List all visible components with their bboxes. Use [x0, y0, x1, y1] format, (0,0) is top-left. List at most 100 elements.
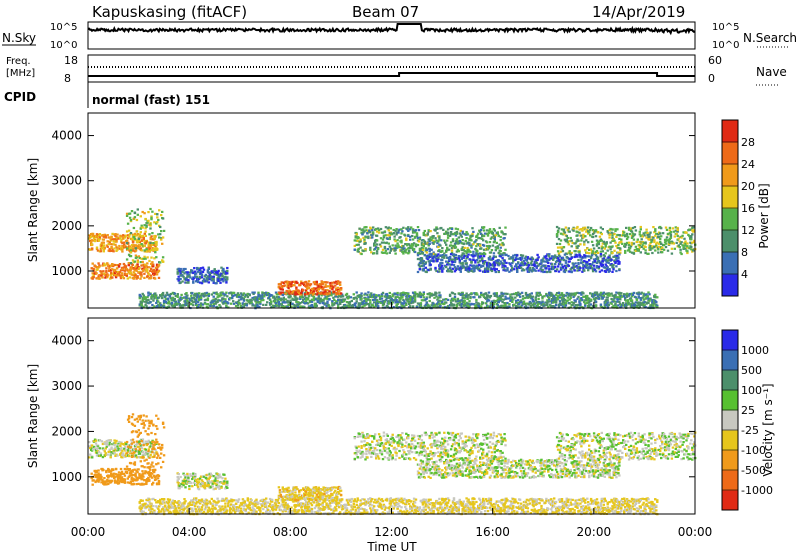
range-cell [436, 232, 439, 235]
range-cell [343, 298, 347, 301]
range-cell [548, 258, 551, 262]
range-cell [472, 230, 475, 233]
range-cell [391, 301, 394, 304]
range-cell [200, 282, 204, 285]
range-cell [599, 226, 603, 229]
range-cell [92, 236, 96, 240]
range-cell [190, 294, 193, 297]
range-cell [573, 305, 576, 308]
range-cell [328, 305, 331, 308]
range-cell [613, 233, 616, 236]
range-cell [549, 300, 552, 303]
range-cell [436, 255, 439, 258]
range-cell [106, 240, 109, 243]
range-cell [422, 293, 425, 296]
range-cell [512, 257, 515, 260]
range-cell [411, 246, 414, 249]
range-cell [558, 296, 562, 299]
range-cell [424, 242, 427, 245]
range-cell [315, 280, 318, 283]
range-cell [534, 269, 537, 272]
range-cell [212, 295, 215, 298]
range-cell [372, 231, 375, 234]
range-cell [469, 250, 472, 254]
range-cell [113, 274, 117, 277]
range-cell [378, 295, 382, 298]
range-cell [380, 241, 384, 244]
range-cell [390, 297, 393, 301]
range-cell [540, 303, 543, 306]
range-cell [396, 293, 399, 296]
range-cell [147, 219, 150, 222]
range-cell [331, 281, 334, 284]
range-cell [417, 229, 421, 232]
range-cell [617, 296, 620, 299]
range-cell [572, 263, 575, 266]
range-cell [114, 234, 117, 238]
range-cell [101, 276, 104, 279]
range-cell [547, 306, 550, 309]
range-cell [360, 295, 363, 298]
range-cell [499, 299, 502, 302]
range-cell [573, 269, 576, 272]
range-cell [496, 232, 499, 235]
range-cell [409, 298, 412, 301]
range-cell [114, 270, 118, 273]
range-cell [396, 242, 399, 245]
range-cell [633, 226, 637, 229]
range-cell [111, 268, 114, 271]
range-cell [625, 294, 629, 297]
range-cell [330, 286, 333, 289]
range-cell [446, 261, 450, 264]
range-cell [336, 292, 339, 295]
range-cell [89, 248, 92, 251]
range-cell [557, 304, 561, 307]
range-cell [368, 303, 371, 306]
range-cell [624, 235, 627, 238]
range-cell [139, 227, 142, 230]
range-cell [482, 226, 486, 229]
range-cell [645, 301, 648, 304]
range-cell [401, 250, 404, 254]
range-cell [119, 234, 122, 237]
range-cell [123, 272, 127, 275]
range-cell [409, 247, 412, 250]
range-cell [668, 229, 672, 232]
range-cell [417, 257, 421, 261]
range-cell [288, 289, 291, 292]
range-cell [461, 264, 464, 267]
range-cell [151, 232, 154, 235]
range-cell [466, 297, 469, 300]
range-cell [242, 292, 246, 295]
range-cell [460, 299, 463, 302]
range-cell [139, 277, 142, 280]
range-cell [660, 227, 663, 230]
range-cell [225, 291, 228, 294]
range-cell [373, 242, 376, 245]
range-cell [428, 247, 431, 250]
range-cell [580, 297, 583, 300]
range-cell [502, 243, 505, 246]
range-cell [445, 266, 448, 269]
range-cell [144, 242, 147, 245]
range-cell [565, 252, 568, 255]
range-cell [96, 277, 99, 280]
range-cell [560, 247, 564, 250]
range-cell [375, 246, 378, 249]
range-cell [132, 244, 136, 247]
range-cell [411, 301, 415, 304]
range-cell [622, 302, 625, 305]
range-cell [91, 239, 95, 242]
range-cell [148, 266, 151, 269]
range-cell [393, 235, 396, 238]
range-cell [150, 267, 153, 270]
range-cell [97, 262, 100, 265]
range-cell [574, 293, 577, 296]
range-cell [275, 304, 279, 307]
range-cell [90, 235, 93, 238]
range-cell [262, 303, 265, 306]
range-cell [428, 255, 431, 259]
range-cell [136, 208, 139, 211]
range-cell [162, 306, 166, 309]
range-cell [120, 246, 123, 250]
